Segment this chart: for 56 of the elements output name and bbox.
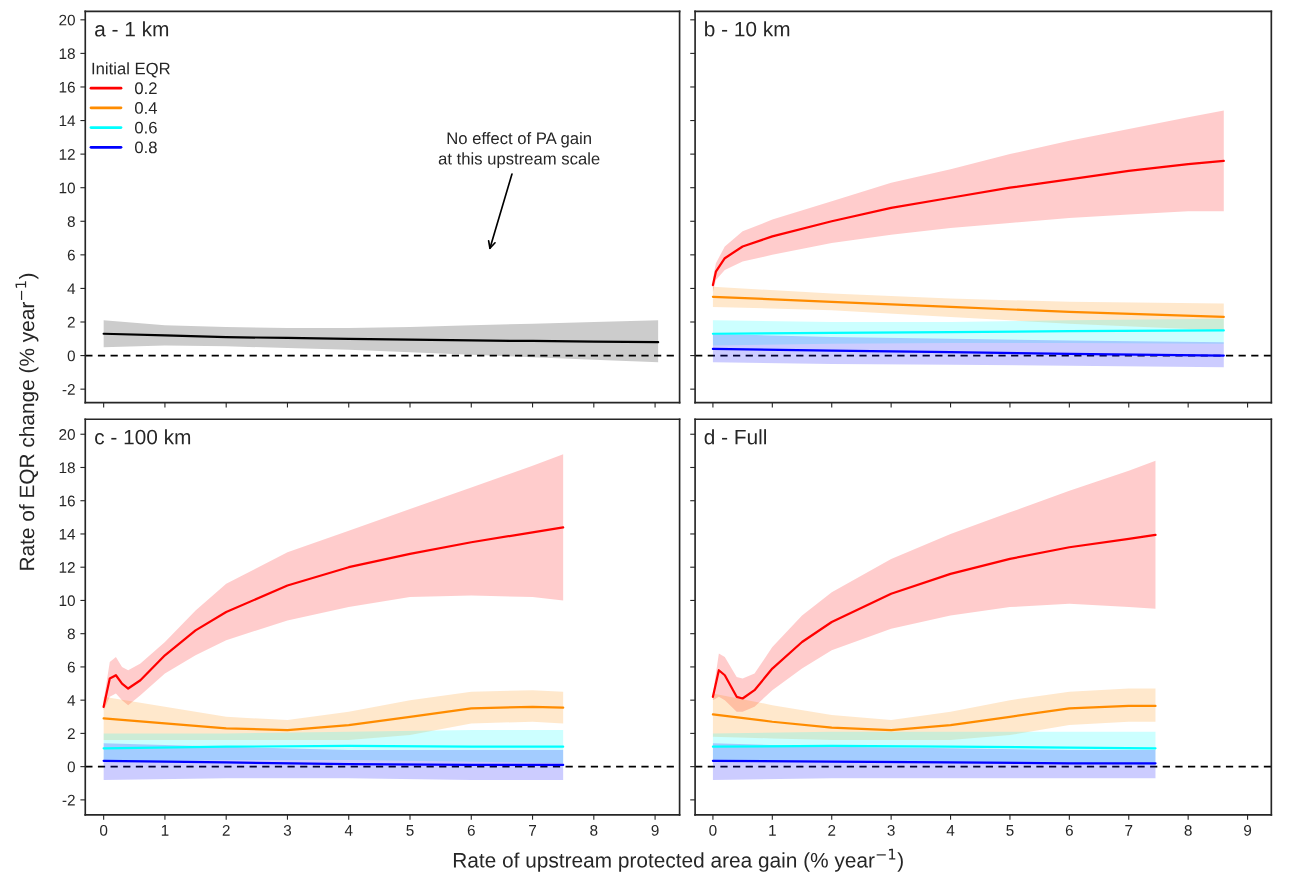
- y-tick-label: 8: [67, 628, 75, 640]
- y-tick-label: 2: [67, 316, 75, 328]
- x-tick-label: 2: [828, 824, 836, 836]
- x-tick-label: 7: [1125, 825, 1133, 836]
- x-tick-label: 4: [946, 825, 955, 836]
- y-axis-title: Rate of EQR change (% year$^{−1}$): [15, 273, 39, 570]
- x-axis-title: Rate of upstream protected area gain (% year$^{−1}$): [453, 848, 903, 872]
- x-tick-label: 9: [1244, 824, 1252, 836]
- y-tick-label: 6: [67, 661, 75, 673]
- legend-label: 0.6: [134, 121, 157, 134]
- y-tick-label: -2: [62, 794, 75, 806]
- chart-title: b - 10 km: [705, 21, 790, 37]
- x-tick-label: 3: [887, 824, 895, 836]
- chart-title: d - Full: [704, 429, 767, 445]
- y-tick-label: 4: [67, 695, 76, 706]
- chart-title: c - 100 km: [95, 429, 191, 445]
- y-tick-label: 16: [59, 495, 75, 507]
- legend-label: 0.8: [134, 141, 157, 154]
- x-tick-label: 3: [283, 824, 292, 836]
- x-tick-label: 2: [222, 824, 230, 836]
- y-tick-label: 16: [59, 81, 75, 93]
- x-tick-label: 4: [344, 825, 353, 836]
- y-tick-label: 12: [59, 562, 75, 573]
- y-tick-label: 18: [59, 462, 75, 474]
- y-tick-label: 0: [67, 761, 75, 773]
- y-tick-label: 6: [67, 249, 75, 261]
- y-tick-label: 8: [67, 216, 75, 227]
- legend-title: Initial EQR: [92, 62, 170, 78]
- y-tick-label: 20: [59, 429, 75, 440]
- y-tick-label: 20: [59, 14, 75, 26]
- x-tick-label: 1: [161, 825, 169, 836]
- y-tick-label: 18: [59, 48, 75, 60]
- x-tick-label: 0: [100, 824, 108, 836]
- y-tick-label: 14: [59, 528, 76, 540]
- chart-title: a - 1 km: [95, 21, 169, 37]
- y-tick-label: 4: [67, 283, 76, 294]
- y-tick-label: -2: [62, 384, 75, 395]
- x-tick-label: 5: [406, 825, 414, 836]
- x-tick-label: 5: [1006, 825, 1014, 836]
- x-tick-label: 6: [467, 824, 475, 836]
- y-tick-label: 10: [59, 595, 75, 607]
- x-tick-label: 6: [1065, 824, 1073, 836]
- x-tick-label: 9: [651, 824, 659, 836]
- x-tick-label: 8: [1184, 824, 1192, 836]
- y-tick-label: 14: [59, 115, 76, 127]
- x-tick-label: 1: [769, 825, 776, 836]
- y-tick-label: 2: [67, 728, 75, 739]
- legend-label: 0.2: [134, 82, 157, 95]
- annotation: No effect of PA gain at this upstream scale: [438, 131, 600, 168]
- x-tick-label: 7: [529, 825, 537, 836]
- y-tick-label: 12: [59, 148, 75, 160]
- y-tick-label: 0: [67, 350, 75, 362]
- y-tick-label: 10: [59, 182, 75, 194]
- legend-label: 0.4: [134, 102, 158, 114]
- x-tick-label: 8: [590, 824, 598, 836]
- x-tick-label: 0: [709, 824, 717, 836]
